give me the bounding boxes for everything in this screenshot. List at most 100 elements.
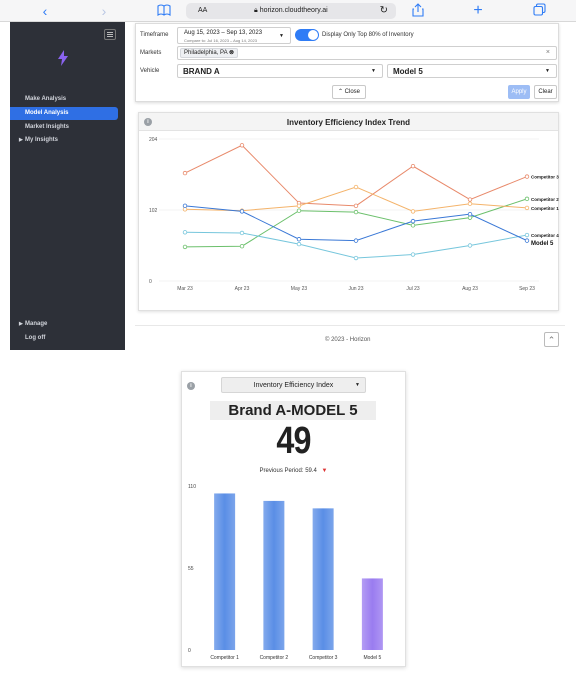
close-button[interactable]: ⌃ Close (332, 85, 366, 99)
timeframe-select[interactable]: Aug 15, 2023 – Sep 13, 2023 Compare to: … (177, 27, 291, 44)
info-icon[interactable]: i (187, 382, 195, 390)
markets-input[interactable]: Philadelphia, PA ⊗ × (177, 46, 557, 60)
markets-label: Markets (140, 50, 162, 56)
series-label-competitor-3: Competitor 3 (531, 175, 559, 180)
data-point-competitor-3[interactable] (353, 203, 359, 209)
y-tick-label: 110 (188, 484, 196, 490)
data-point-competitor-2[interactable] (524, 196, 530, 202)
data-point-competitor-3[interactable] (524, 174, 530, 179)
browser-toolbar: ‹ › AA 🔒︎ horizon.cloudtheory.ai ↻ + (0, 0, 576, 22)
data-point-competitor-4[interactable] (353, 255, 359, 261)
data-point-model-5[interactable] (467, 211, 473, 217)
data-point-competitor-4[interactable] (467, 243, 473, 248)
series-line-competitor-4 (184, 231, 528, 259)
data-point-model-5[interactable] (182, 203, 188, 209)
x-tick-label: Competitor 3 (309, 655, 338, 661)
scroll-top-button[interactable]: ⌃ (544, 332, 559, 347)
lock-icon: 🔒︎ (254, 7, 258, 14)
data-point-model-5[interactable] (410, 218, 416, 224)
filter-panel: Timeframe Aug 15, 2023 – Sep 13, 2023 Co… (135, 23, 559, 102)
data-point-competitor-4[interactable] (296, 241, 302, 247)
chevron-up-icon: ⌃ (337, 89, 343, 95)
data-point-model-5[interactable] (239, 209, 245, 214)
menu-toggle-icon[interactable] (104, 29, 116, 40)
data-point-competitor-3[interactable] (467, 197, 473, 202)
data-point-competitor-1[interactable] (353, 184, 359, 190)
chart-header: i Inventory Efficiency Index Trend (139, 113, 558, 131)
data-point-competitor-2[interactable] (239, 243, 245, 249)
x-tick-label: Model 5 (363, 655, 381, 661)
y-tick-label: 0 (149, 279, 152, 285)
timeframe-label: Timeframe (140, 32, 169, 38)
bar-model-5[interactable] (361, 578, 383, 650)
nav-my-insights[interactable]: ▶ My Insights (10, 134, 118, 147)
reader-aa-button[interactable]: AA (198, 7, 208, 14)
brand-heading: Brand A-MODEL 5 (210, 401, 376, 420)
x-tick-label: Competitor 1 (210, 655, 239, 661)
data-point-competitor-1[interactable] (524, 205, 530, 211)
bookmarks-icon[interactable] (156, 3, 172, 19)
data-point-competitor-1[interactable] (296, 203, 302, 209)
data-point-competitor-2[interactable] (467, 215, 473, 220)
bar-competitor-2[interactable] (263, 500, 285, 650)
model-select[interactable]: Model 5 ▼ (387, 64, 557, 78)
nav-market-insights[interactable]: Market Insights (25, 124, 70, 130)
info-icon[interactable]: i (144, 118, 152, 126)
reload-icon[interactable]: ↻ (379, 5, 388, 16)
data-point-competitor-3[interactable] (410, 163, 416, 169)
y-tick-label: 55 (188, 566, 194, 572)
bar-competitor-3[interactable] (312, 508, 334, 650)
clear-markets-icon[interactable]: × (545, 49, 550, 56)
nav-log-off[interactable]: Log off (25, 335, 46, 341)
toggle-label: Display Only Top 80% of Inventory (322, 32, 414, 38)
competitor-bar-chart: 0 55 110 Competitor 1 Competitor 2 Competitor… (188, 484, 383, 661)
bar-competitor-1[interactable] (214, 493, 236, 650)
top80-toggle[interactable] (295, 29, 319, 41)
metric-select[interactable]: Inventory Efficiency Index ▼ (221, 377, 366, 393)
data-point-competitor-4[interactable] (182, 230, 188, 235)
lightning-logo-icon (57, 50, 69, 71)
data-point-competitor-2[interactable] (353, 209, 359, 215)
data-point-model-5[interactable] (296, 237, 302, 242)
share-icon[interactable] (410, 3, 426, 19)
url-value: horizon.cloudtheory.ai (259, 7, 328, 14)
data-point-competitor-1[interactable] (410, 209, 416, 214)
sidebar: Make Analysis Model Analysis Market Insi… (10, 22, 125, 350)
data-point-competitor-3[interactable] (239, 143, 245, 148)
nav-my-insights-label: My Insights (25, 137, 59, 143)
clear-button[interactable]: Clear (534, 85, 557, 99)
data-point-competitor-3[interactable] (182, 170, 188, 176)
nav-model-analysis[interactable]: Model Analysis (10, 107, 118, 120)
index-value: 49 (276, 420, 311, 462)
chip-remove-icon[interactable]: ⊗ (228, 50, 234, 56)
footer-divider (135, 325, 565, 326)
trend-line-chart: 0 102 204 Mar 23 Apr 23 May 23 Jun 23 Jul 23 Aug… (149, 137, 559, 292)
new-tab-icon[interactable]: + (473, 2, 483, 19)
back-icon[interactable]: ‹ (42, 3, 48, 19)
data-point-model-5[interactable] (524, 238, 530, 243)
data-point-competitor-4[interactable] (410, 252, 416, 257)
series-line-competitor-3 (184, 144, 528, 207)
y-tick-label: 0 (188, 648, 191, 654)
address-bar[interactable]: AA 🔒︎ horizon.cloudtheory.ai ↻ (186, 3, 396, 19)
data-point-competitor-2[interactable] (410, 223, 416, 228)
model-value: Model 5 (393, 67, 423, 76)
data-point-competitor-1[interactable] (467, 201, 473, 206)
make-select[interactable]: BRAND A ▼ (177, 64, 383, 78)
apply-button[interactable]: Apply (508, 85, 530, 99)
nav-make-analysis[interactable]: Make Analysis (25, 96, 67, 102)
down-arrow-icon: ▼ (321, 468, 328, 474)
data-point-model-5[interactable] (353, 238, 359, 243)
caret-right-icon: ▶ (19, 321, 23, 327)
data-point-competitor-4[interactable] (239, 230, 245, 236)
data-point-competitor-1[interactable] (182, 207, 188, 212)
forward-icon[interactable]: › (101, 3, 107, 19)
data-point-competitor-2[interactable] (182, 244, 188, 250)
x-tick-label: Aug 23 (462, 286, 478, 292)
tabs-icon[interactable] (531, 3, 547, 19)
data-point-competitor-2[interactable] (296, 208, 302, 213)
market-chip[interactable]: Philadelphia, PA ⊗ (180, 48, 238, 58)
series-label-competitor-4: Competitor 4 (531, 233, 559, 238)
data-point-competitor-4[interactable] (524, 232, 530, 238)
nav-manage[interactable]: ▶ Manage (10, 318, 118, 331)
